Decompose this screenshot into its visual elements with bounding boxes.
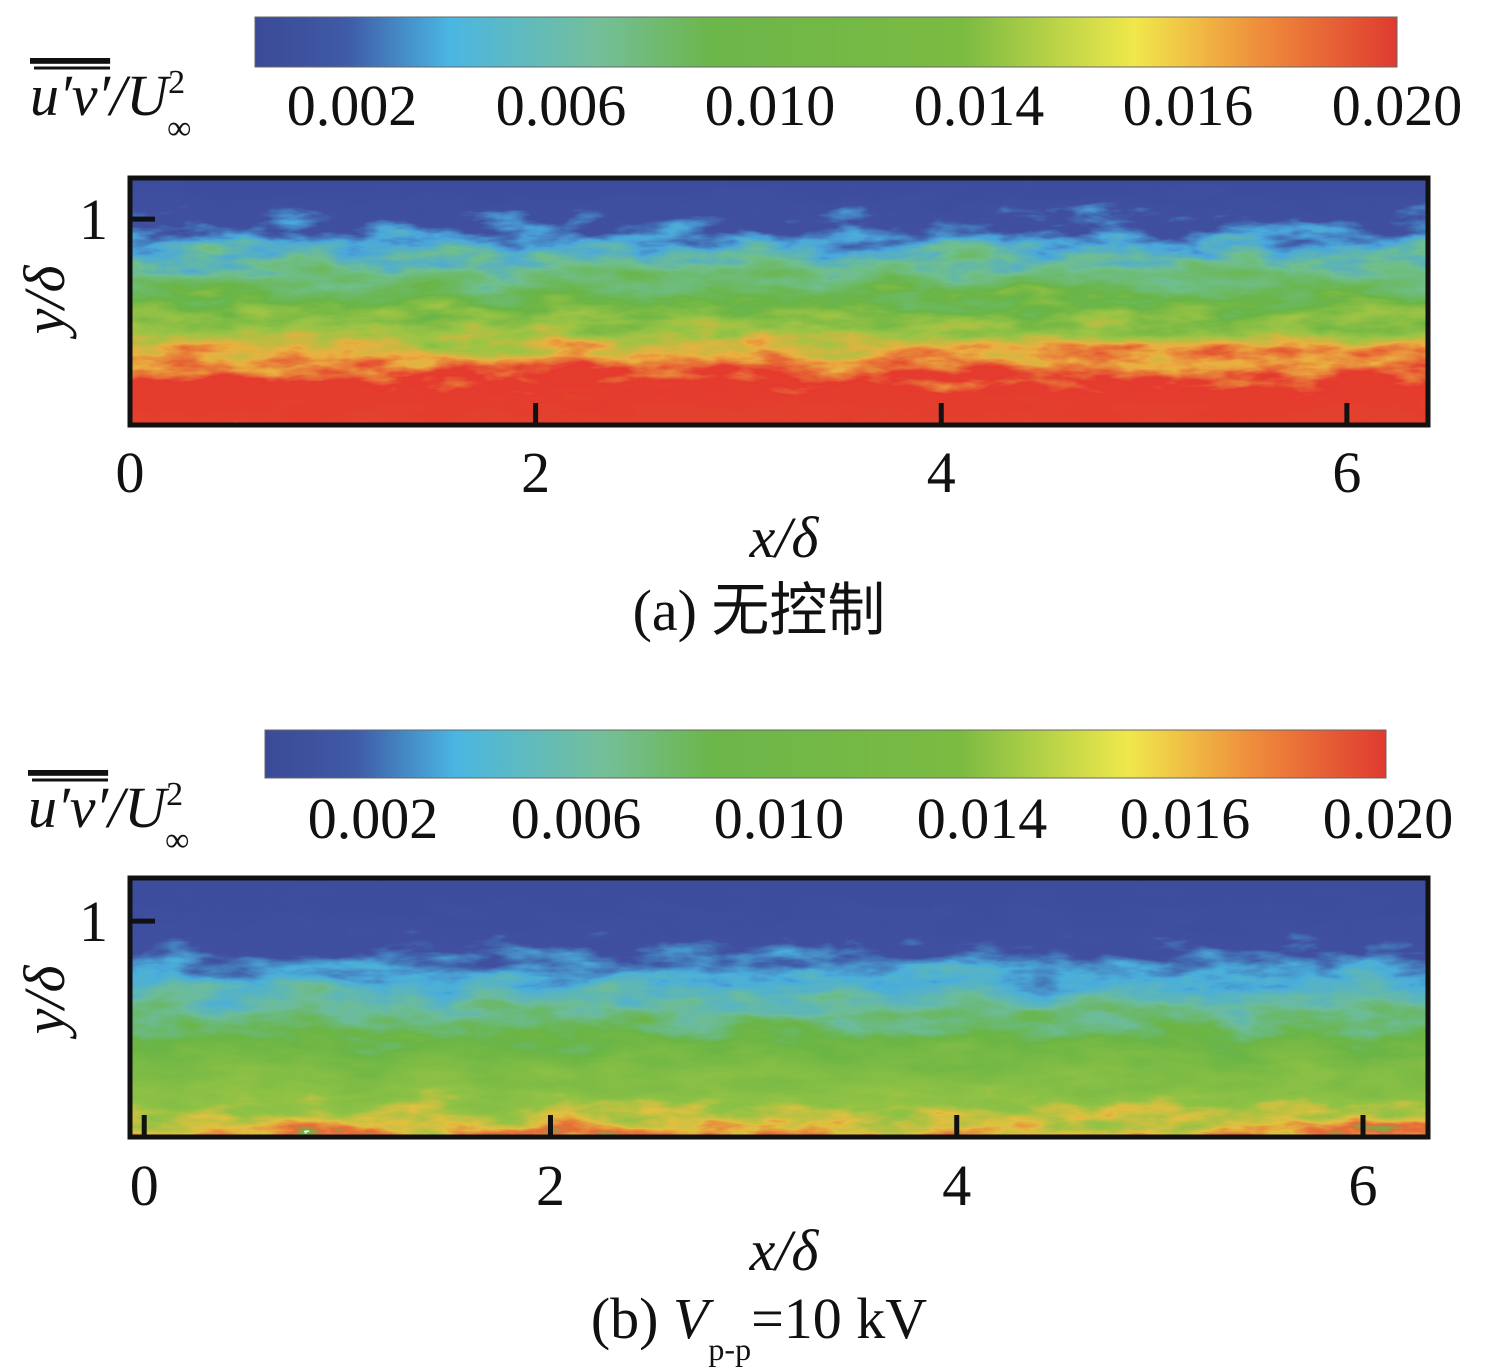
x-tick-label: 4	[942, 1153, 971, 1218]
colorbar-tick-label: 0.010	[705, 73, 836, 138]
x-axis-label: x/δ	[749, 505, 820, 570]
colorbar-tick-label: 0.006	[496, 73, 627, 138]
label-part: u′v′	[28, 775, 109, 840]
label-part: ∞	[165, 822, 189, 859]
label-part: 2	[166, 776, 183, 813]
label-part: /U	[107, 63, 172, 128]
x-tick-label: 0	[130, 1153, 159, 1218]
caption: (b) Vp-p=10 kV	[591, 1286, 927, 1367]
caption-part: p-p	[708, 1331, 751, 1367]
x-tick-label: 4	[927, 440, 956, 505]
label-part: ∞	[167, 110, 191, 147]
x-tick-label: 6	[1348, 1153, 1377, 1218]
x-tick-label: 2	[536, 1153, 565, 1218]
colorbar-tick-label: 0.002	[308, 786, 439, 851]
y-tick-label: 1	[79, 889, 108, 954]
x-tick-label: 2	[521, 440, 550, 505]
x-tick-label: 6	[1332, 440, 1361, 505]
caption: (a) 无控制	[633, 578, 886, 643]
colorbar-tick-label: 0.010	[714, 786, 845, 851]
colorbar-tick-label: 0.016	[1123, 73, 1254, 138]
plot-frame	[127, 875, 1431, 1140]
field	[130, 178, 1428, 425]
colorbar-tick-label: 0.014	[914, 73, 1045, 138]
label-part: 2	[168, 64, 185, 101]
caption-part: (a) 无控制	[633, 578, 886, 643]
caption-part: (b)	[591, 1286, 673, 1351]
colorbar-tick-label: 0.002	[287, 73, 418, 138]
caption-part: =10 kV	[751, 1286, 927, 1351]
field	[130, 878, 1428, 1137]
x-axis-label: x/δ	[749, 1218, 820, 1283]
field-image	[130, 178, 1428, 425]
colorbar-tick-label: 0.020	[1323, 786, 1454, 851]
label-part: /U	[105, 775, 170, 840]
plot-frame	[127, 175, 1431, 428]
colorbar-tick-label: 0.016	[1120, 786, 1251, 851]
colorbar-tick-label: 0.006	[511, 786, 642, 851]
colorbar-label: u′v′/U2 ∞	[28, 775, 189, 859]
y-tick-label: 1	[79, 187, 108, 252]
colorbar	[264, 729, 1387, 779]
colorbar-tick-label: 0.020	[1332, 73, 1463, 138]
colorbar	[254, 16, 1398, 68]
label-part: u′v′	[30, 63, 111, 128]
y-axis-label: y/δ	[12, 965, 77, 1040]
field-image	[130, 878, 1428, 1137]
x-tick-label: 0	[116, 440, 145, 505]
colorbar-label: u′v′/U2 ∞	[30, 63, 191, 147]
caption-part: V	[673, 1286, 715, 1351]
y-axis-label: y/δ	[12, 265, 77, 340]
colorbar-tick-label: 0.014	[917, 786, 1048, 851]
